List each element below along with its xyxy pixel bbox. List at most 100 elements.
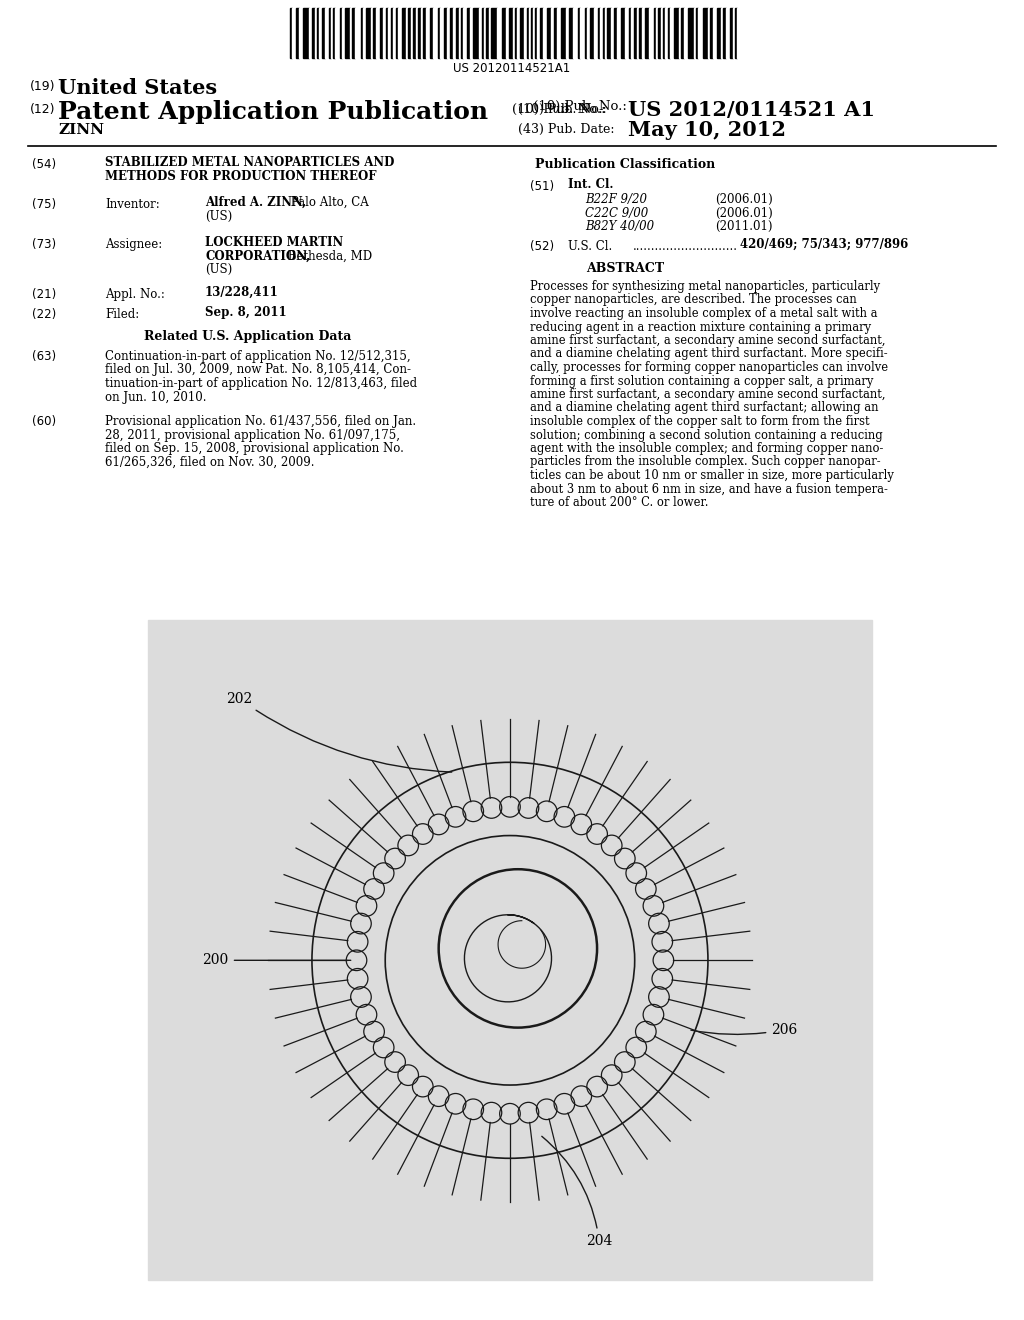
Bar — [561, 8, 566, 58]
Bar — [513, 8, 515, 58]
Bar — [416, 8, 418, 58]
Bar — [649, 8, 654, 58]
Bar — [614, 8, 617, 58]
Bar — [662, 8, 663, 58]
Bar — [411, 8, 413, 58]
Bar — [418, 8, 421, 58]
Text: (52): (52) — [530, 240, 554, 253]
Bar — [515, 8, 517, 58]
Bar — [352, 8, 355, 58]
Bar — [350, 8, 352, 58]
Bar — [694, 8, 696, 58]
Bar — [312, 8, 315, 58]
Bar — [642, 8, 645, 58]
Bar — [473, 8, 479, 58]
Bar — [551, 8, 554, 58]
Bar — [391, 8, 393, 58]
Text: (63): (63) — [32, 350, 56, 363]
Bar — [663, 8, 665, 58]
Text: Assignee:: Assignee: — [105, 238, 162, 251]
Text: tinuation-in-part of application No. 12/813,463, filed: tinuation-in-part of application No. 12/… — [105, 378, 417, 389]
Bar — [376, 8, 380, 58]
Text: STABILIZED METAL NANOPARTICLES AND: STABILIZED METAL NANOPARTICLES AND — [105, 156, 394, 169]
Text: and a diamine chelating agent third surfactant. More specifi-: and a diamine chelating agent third surf… — [530, 347, 888, 360]
Text: Bethesda, MD: Bethesda, MD — [284, 249, 372, 263]
Bar — [637, 8, 639, 58]
Bar — [713, 8, 717, 58]
Text: May 10, 2012: May 10, 2012 — [628, 120, 786, 140]
Text: (21): (21) — [32, 288, 56, 301]
Text: 206: 206 — [691, 1023, 798, 1036]
Bar — [681, 8, 684, 58]
Text: reducing agent in a reaction mixture containing a primary: reducing agent in a reaction mixture con… — [530, 321, 871, 334]
Text: particles from the insoluble complex. Such copper nanopar-: particles from the insoluble complex. Su… — [530, 455, 881, 469]
Bar — [489, 8, 490, 58]
Bar — [535, 8, 537, 58]
Bar — [578, 8, 580, 58]
Bar — [634, 8, 637, 58]
Bar — [430, 8, 433, 58]
Text: copper nanoparticles, are described. The processes can: copper nanoparticles, are described. The… — [530, 293, 857, 306]
Bar — [554, 8, 557, 58]
Text: (43) Pub. Date:: (43) Pub. Date: — [518, 123, 614, 136]
Bar — [611, 8, 614, 58]
Text: insoluble complex of the copper salt to form from the first: insoluble complex of the copper salt to … — [530, 414, 869, 428]
Bar — [639, 8, 642, 58]
Bar — [587, 8, 590, 58]
Bar — [658, 8, 662, 58]
Bar — [585, 8, 587, 58]
Text: Patent Application Publication: Patent Application Publication — [58, 100, 488, 124]
Text: (12): (12) — [30, 103, 55, 116]
Bar — [440, 8, 444, 58]
Bar — [696, 8, 698, 58]
Bar — [423, 8, 426, 58]
Text: B82Y 40/00: B82Y 40/00 — [585, 220, 654, 234]
Bar — [467, 8, 470, 58]
Text: (54): (54) — [32, 158, 56, 172]
Text: 200: 200 — [203, 953, 351, 968]
Bar — [543, 8, 547, 58]
Bar — [406, 8, 408, 58]
Bar — [506, 8, 509, 58]
Text: (US): (US) — [205, 210, 232, 223]
Text: (22): (22) — [32, 308, 56, 321]
Bar — [362, 8, 366, 58]
Bar — [717, 8, 721, 58]
Text: 61/265,326, filed on Nov. 30, 2009.: 61/265,326, filed on Nov. 30, 2009. — [105, 455, 314, 469]
Bar — [710, 8, 713, 58]
Bar — [342, 8, 345, 58]
Bar — [497, 8, 502, 58]
Text: Alfred A. ZINN,: Alfred A. ZINN, — [205, 195, 306, 209]
Bar — [292, 8, 296, 58]
Text: CORPORATION,: CORPORATION, — [205, 249, 310, 263]
Bar — [668, 8, 670, 58]
Bar — [331, 8, 333, 58]
Bar — [380, 8, 383, 58]
Bar — [631, 8, 634, 58]
Bar — [447, 8, 450, 58]
Bar — [444, 8, 447, 58]
Bar — [340, 8, 342, 58]
Bar — [520, 8, 524, 58]
Text: on Jun. 10, 2010.: on Jun. 10, 2010. — [105, 391, 207, 404]
Bar — [621, 8, 625, 58]
Text: amine first surfactant, a secondary amine second surfactant,: amine first surfactant, a secondary amin… — [530, 388, 886, 401]
Bar — [421, 8, 423, 58]
Text: Publication Classification: Publication Classification — [535, 158, 715, 172]
Text: (10) Pub. No.:: (10) Pub. No.: — [512, 103, 605, 116]
Text: Related U.S. Application Data: Related U.S. Application Data — [144, 330, 351, 343]
Bar — [645, 8, 649, 58]
Bar — [534, 8, 535, 58]
Bar — [299, 8, 303, 58]
Bar — [698, 8, 703, 58]
Bar — [322, 8, 325, 58]
Text: (51): (51) — [530, 180, 554, 193]
Text: and a diamine chelating agent third surfactant; allowing an: and a diamine chelating agent third surf… — [530, 401, 879, 414]
Text: forming a first solution containing a copper salt, a primary: forming a first solution containing a co… — [530, 375, 873, 388]
Text: METHODS FOR PRODUCTION THEREOF: METHODS FOR PRODUCTION THEREOF — [105, 169, 377, 182]
Bar — [737, 8, 739, 58]
Bar — [426, 8, 430, 58]
Text: C22C 9/00: C22C 9/00 — [585, 206, 648, 219]
Text: ture of about 200° C. or lower.: ture of about 200° C. or lower. — [530, 496, 709, 510]
Bar — [366, 8, 371, 58]
